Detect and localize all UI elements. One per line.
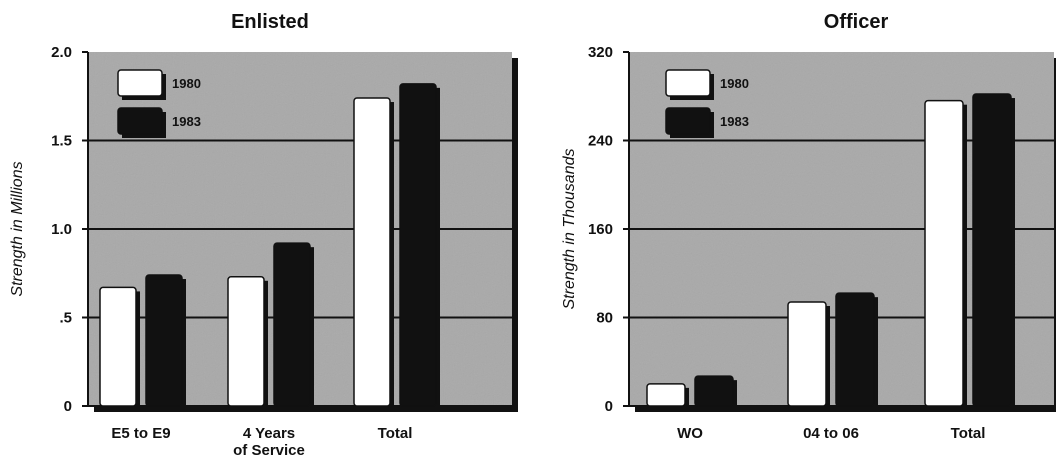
officer-ytick-label: 80 bbox=[596, 310, 613, 327]
enlisted-chart-title: Enlisted bbox=[231, 11, 309, 33]
enlisted-bar-1980-4-years-of-service bbox=[227, 276, 265, 407]
officer-category-label: Total bbox=[951, 425, 986, 442]
enlisted-legend-label: 1983 bbox=[172, 114, 201, 129]
enlisted-category-label: E5 to E9 bbox=[111, 425, 170, 442]
enlisted-ytick-label: 0 bbox=[64, 398, 72, 415]
officer-legend-swatch-1980 bbox=[665, 69, 711, 97]
enlisted-ytick-label: 2.0 bbox=[51, 44, 72, 61]
officer-legend-swatch-1983 bbox=[665, 107, 711, 135]
officer-bar-1980-wo bbox=[646, 383, 686, 407]
enlisted-ytick-label: 1.0 bbox=[51, 221, 72, 238]
officer-ytick-label: 240 bbox=[588, 133, 613, 150]
officer-bar-1983-wo bbox=[694, 375, 734, 407]
officer-bar-1980-04-to-06 bbox=[787, 301, 827, 407]
officer-bar-1983-total bbox=[972, 93, 1012, 407]
officer-legend-label: 1983 bbox=[720, 114, 749, 129]
officer-chart-title: Officer bbox=[824, 11, 889, 33]
officer-y-axis-label: Strength in Thousands bbox=[561, 149, 578, 310]
enlisted-bar-1983-e5-to-e9 bbox=[145, 274, 183, 407]
enlisted-ytick-label: 1.5 bbox=[51, 133, 72, 150]
enlisted-bar-1980-e5-to-e9 bbox=[99, 286, 137, 407]
officer-ytick-label: 320 bbox=[588, 44, 613, 61]
enlisted-bar-1983-4-years-of-service bbox=[273, 242, 311, 407]
officer-category-label: WO bbox=[677, 425, 703, 442]
enlisted-category-label: Total bbox=[378, 425, 413, 442]
officer-category-label: 04 to 06 bbox=[803, 425, 859, 442]
enlisted-ytick-label: .5 bbox=[59, 310, 72, 327]
officer-ytick-label: 160 bbox=[588, 221, 613, 238]
enlisted-chart-panel: 0 .5 1.0 1.5 2.0 E5 to E9 4 Years of Service Tot… bbox=[9, 11, 518, 459]
officer-bar-1983-04-to-06 bbox=[835, 292, 875, 407]
enlisted-legend-swatch-1980 bbox=[117, 69, 163, 97]
officer-legend-label: 1980 bbox=[720, 76, 749, 91]
enlisted-bar-1983-total bbox=[399, 83, 437, 407]
enlisted-category-label: of Service bbox=[233, 442, 305, 459]
officer-bar-1980-total bbox=[924, 99, 964, 407]
enlisted-legend-label: 1980 bbox=[172, 76, 201, 91]
officer-ytick-label: 0 bbox=[605, 398, 613, 415]
enlisted-category-label: 4 Years bbox=[243, 425, 295, 442]
enlisted-bar-1980-total bbox=[353, 97, 391, 407]
enlisted-y-axis-label: Strength in Millions bbox=[9, 161, 26, 296]
officer-chart-svg: 0 80 160 240 320 WO 04 to 06 Total 1980 1983 Offic… bbox=[561, 11, 1056, 442]
officer-chart-panel: 0 80 160 240 320 WO 04 to 06 Total 1980 1983 Offic… bbox=[528, 0, 1056, 469]
enlisted-legend-swatch-1983 bbox=[117, 107, 163, 135]
